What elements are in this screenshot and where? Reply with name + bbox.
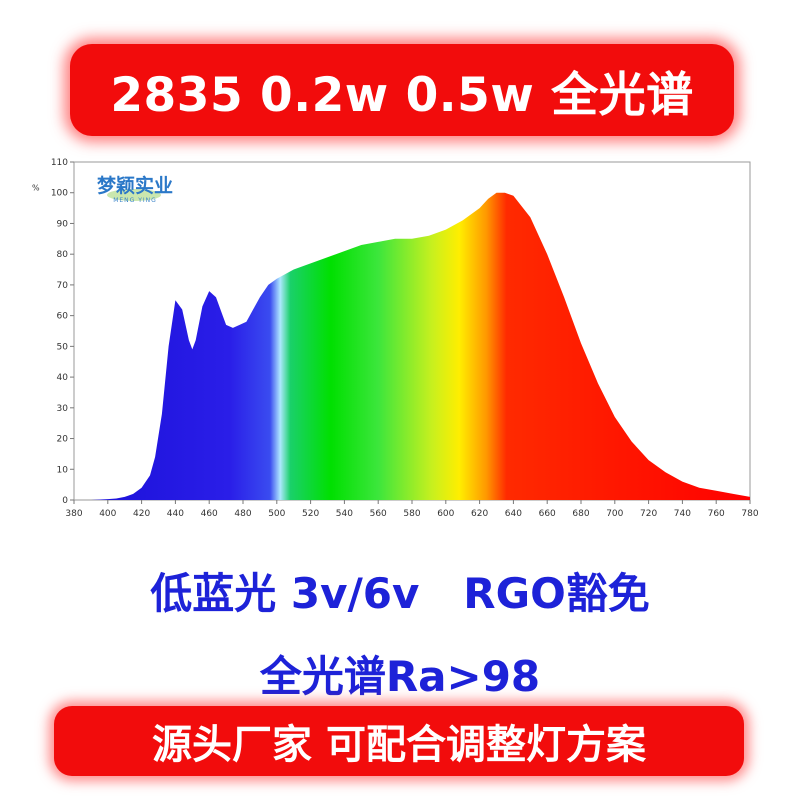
y-tick-label: 20 xyxy=(57,435,69,445)
logo-brand-text: 梦颖实业 xyxy=(96,175,173,197)
x-tick-label: 540 xyxy=(336,509,353,519)
x-tick-label: 780 xyxy=(741,509,758,519)
brand-logo: 梦颖实业 MENG YING xyxy=(85,175,185,217)
spectrum-area xyxy=(74,192,750,500)
feature-line-1: 低蓝光 3v/6v RGO豁免 xyxy=(150,569,650,618)
footer-banner: 源头厂家 可配合调整灯方案 xyxy=(54,706,744,776)
x-tick-label: 420 xyxy=(133,509,150,519)
x-tick-label: 620 xyxy=(471,509,488,519)
x-tick-label: 520 xyxy=(302,509,319,519)
title-banner: 2835 0.2w 0.5w 全光谱 xyxy=(70,44,734,136)
x-tick-label: 720 xyxy=(640,509,657,519)
x-tick-label: 500 xyxy=(268,509,285,519)
footer-text: 源头厂家 可配合调整灯方案 xyxy=(152,722,646,768)
x-tick-label: 740 xyxy=(674,509,691,519)
y-tick-label: 40 xyxy=(57,373,69,383)
y-tick-label: 60 xyxy=(57,312,69,322)
x-tick-label: 600 xyxy=(437,509,454,519)
x-tick-label: 640 xyxy=(505,509,522,519)
y-tick-label: 50 xyxy=(57,342,69,352)
x-tick-label: 560 xyxy=(370,509,387,519)
y-tick-label: 90 xyxy=(57,219,69,229)
x-tick-label: 680 xyxy=(572,509,589,519)
x-tick-label: 580 xyxy=(403,509,420,519)
x-tick-label: 760 xyxy=(708,509,725,519)
x-tick-label: 460 xyxy=(201,509,218,519)
y-axis-label: % xyxy=(32,184,40,193)
spectrum-chart: 0 10 20 30 40 50 60 70 80 90 100 110% 380 400 420 440 46… xyxy=(28,152,770,532)
spectrum-chart-svg: 0 10 20 30 40 50 60 70 80 90 100 110% 380 400 420 440 46… xyxy=(32,158,759,519)
y-tick-label: 100 xyxy=(51,189,68,199)
title-text: 2835 0.2w 0.5w 全光谱 xyxy=(110,67,694,123)
y-tick-label: 30 xyxy=(57,404,69,414)
x-tick-label: 380 xyxy=(65,509,82,519)
x-tick-label: 400 xyxy=(99,509,116,519)
feature-line-2: 全光谱Ra>98 xyxy=(259,652,541,701)
y-tick-label: 70 xyxy=(57,281,69,291)
logo-subtitle: MENG YING xyxy=(113,197,157,204)
x-tick-label: 440 xyxy=(167,509,184,519)
y-tick-label: 80 xyxy=(57,250,69,260)
x-tick-label: 480 xyxy=(234,509,251,519)
x-tick-label: 660 xyxy=(539,509,556,519)
y-tick-label: 110 xyxy=(51,158,68,168)
y-tick-label: 10 xyxy=(57,465,69,475)
x-tick-label: 700 xyxy=(606,509,623,519)
y-tick-label: 0 xyxy=(62,496,68,506)
